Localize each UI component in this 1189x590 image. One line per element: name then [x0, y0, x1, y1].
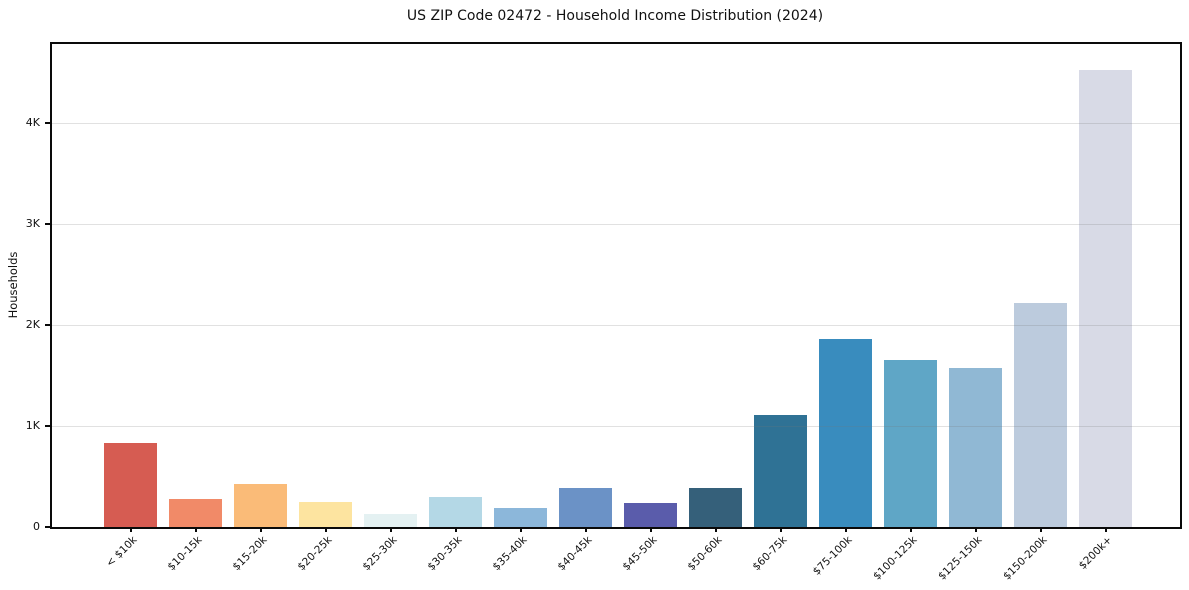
chart-title: US ZIP Code 02472 - Household Income Dis… — [406, 8, 824, 24]
bar-$200k+ — [1079, 70, 1132, 527]
x-tick-mark-$45-50k — [649, 527, 652, 532]
y-tick-label-1K: 1K — [25, 418, 40, 432]
bar-$60-75k — [754, 414, 807, 527]
x-tick-mark-$10-15k — [194, 527, 197, 532]
gridline-2K — [52, 324, 1180, 326]
x-tick-mark-$30-35k — [454, 527, 457, 532]
x-tick-mark-$20-25k — [324, 527, 327, 532]
bar-$125-150k — [949, 367, 1002, 527]
y-tick-label-3K: 3K — [25, 216, 40, 230]
bar-$50-60k — [689, 488, 742, 527]
bar-$75-100k — [819, 338, 872, 527]
y-tick-mark-2K — [45, 323, 50, 326]
gridline-1K — [52, 425, 1180, 427]
y-tick-label-4K: 4K — [25, 115, 40, 129]
bar-$30-35k — [429, 497, 482, 527]
y-tick-mark-0 — [45, 526, 50, 528]
y-tick-mark-3K — [45, 222, 50, 225]
bar-$100-125k — [884, 359, 937, 527]
bar-$10-15k — [169, 499, 222, 527]
bar-$150-200k — [1014, 303, 1067, 527]
bar-$35-40k — [494, 508, 547, 527]
plot-area — [50, 42, 1182, 529]
bar-< $10k — [104, 443, 157, 527]
bar-$45-50k — [624, 503, 677, 527]
bar-$25-30k — [364, 513, 417, 527]
x-tick-mark-$40-45k — [584, 527, 587, 532]
bar-$40-45k — [559, 488, 612, 527]
x-tick-label-< $10k: < $10k — [103, 534, 139, 570]
bar-$15-20k — [234, 484, 287, 527]
x-tick-mark-$150-200k — [1039, 527, 1042, 532]
y-tick-mark-4K — [45, 121, 50, 124]
y-tick-label-2K: 2K — [25, 317, 40, 331]
gridline-3K — [52, 223, 1180, 225]
y-axis-label: Households — [6, 251, 20, 319]
x-tick-mark-$100-125k — [909, 527, 912, 532]
x-tick-mark-$15-20k — [259, 527, 262, 532]
x-tick-mark-$35-40k — [519, 527, 522, 532]
y-tick-label-0: 0 — [33, 520, 40, 533]
x-tick-mark-$50-60k — [714, 527, 717, 532]
x-tick-mark-$75-100k — [844, 527, 847, 532]
x-tick-mark-< $10k — [129, 527, 132, 532]
x-tick-mark-$200k+ — [1104, 527, 1107, 532]
x-tick-mark-$60-75k — [779, 527, 782, 532]
gridline-4K — [52, 122, 1180, 124]
x-tick-mark-$125-150k — [974, 527, 977, 532]
bar-$20-25k — [299, 502, 352, 527]
y-tick-mark-1K — [45, 424, 50, 427]
x-tick-mark-$25-30k — [389, 527, 392, 532]
